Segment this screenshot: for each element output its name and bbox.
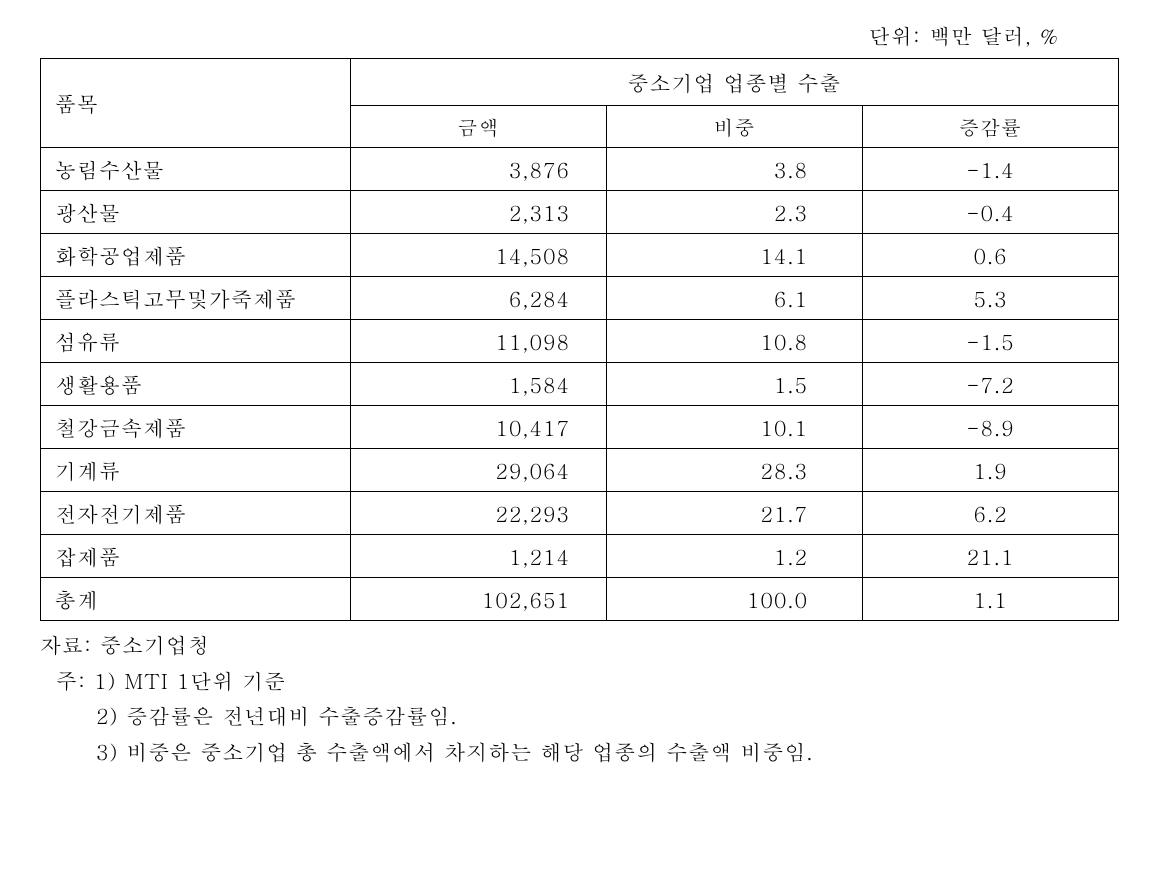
footnote-note1: 주: 1) MTI 1단위 기준 bbox=[40, 663, 1119, 699]
cell-share: 100.0 bbox=[607, 578, 863, 621]
cell-share: 3.8 bbox=[607, 148, 863, 191]
cell-amount: 10,417 bbox=[351, 406, 607, 449]
table-row: 전자전기제품 22,293 21.7 6.2 bbox=[41, 492, 1119, 535]
cell-label: 섬유류 bbox=[41, 320, 351, 363]
cell-label: 화학공업제품 bbox=[41, 234, 351, 277]
header-change: 증감률 bbox=[863, 106, 1119, 148]
cell-share: 10.8 bbox=[607, 320, 863, 363]
cell-change: 6.2 bbox=[863, 492, 1119, 535]
cell-amount: 2,313 bbox=[351, 191, 607, 234]
cell-amount: 1,584 bbox=[351, 363, 607, 406]
table-row: 철강금속제품 10,417 10.1 -8.9 bbox=[41, 406, 1119, 449]
table-row: 광산물 2,313 2.3 -0.4 bbox=[41, 191, 1119, 234]
cell-share: 28.3 bbox=[607, 449, 863, 492]
table-row: 잡제품 1,214 1.2 21.1 bbox=[41, 535, 1119, 578]
cell-share: 6.1 bbox=[607, 277, 863, 320]
header-group: 중소기업 업종별 수출 bbox=[351, 59, 1119, 106]
cell-change: -7.2 bbox=[863, 363, 1119, 406]
export-table: 품목 중소기업 업종별 수출 금액 비중 증감률 농림수산물 3,876 3.8… bbox=[40, 58, 1119, 621]
cell-change: -8.9 bbox=[863, 406, 1119, 449]
cell-label: 광산물 bbox=[41, 191, 351, 234]
header-amount: 금액 bbox=[351, 106, 607, 148]
footnote-note3: 3) 비중은 중소기업 총 수출액에서 차지하는 해당 업종의 수출액 비중임. bbox=[40, 734, 1119, 770]
cell-change: 1.9 bbox=[863, 449, 1119, 492]
cell-label: 잡제품 bbox=[41, 535, 351, 578]
cell-amount: 11,098 bbox=[351, 320, 607, 363]
table-row: 생활용품 1,584 1.5 -7.2 bbox=[41, 363, 1119, 406]
cell-share: 14.1 bbox=[607, 234, 863, 277]
header-item: 품목 bbox=[41, 59, 351, 148]
cell-share: 21.7 bbox=[607, 492, 863, 535]
cell-change: 0.6 bbox=[863, 234, 1119, 277]
cell-label: 철강금속제품 bbox=[41, 406, 351, 449]
cell-amount: 1,214 bbox=[351, 535, 607, 578]
cell-label: 농림수산물 bbox=[41, 148, 351, 191]
cell-amount: 14,508 bbox=[351, 234, 607, 277]
cell-change: -0.4 bbox=[863, 191, 1119, 234]
cell-amount: 102,651 bbox=[351, 578, 607, 621]
table-row: 섬유류 11,098 10.8 -1.5 bbox=[41, 320, 1119, 363]
footnote-source: 자료: 중소기업청 bbox=[40, 627, 1119, 663]
table-body: 농림수산물 3,876 3.8 -1.4 광산물 2,313 2.3 -0.4 … bbox=[41, 148, 1119, 621]
cell-label: 생활용품 bbox=[41, 363, 351, 406]
cell-label: 총계 bbox=[41, 578, 351, 621]
header-share: 비중 bbox=[607, 106, 863, 148]
cell-amount: 22,293 bbox=[351, 492, 607, 535]
cell-share: 10.1 bbox=[607, 406, 863, 449]
unit-label: 단위: 백만 달러, % bbox=[40, 20, 1119, 50]
footnote-note2: 2) 증감률은 전년대비 수출증감률임. bbox=[40, 698, 1119, 734]
cell-share: 1.5 bbox=[607, 363, 863, 406]
cell-share: 1.2 bbox=[607, 535, 863, 578]
cell-label: 기계류 bbox=[41, 449, 351, 492]
cell-label: 전자전기제품 bbox=[41, 492, 351, 535]
table-row: 농림수산물 3,876 3.8 -1.4 bbox=[41, 148, 1119, 191]
cell-share: 2.3 bbox=[607, 191, 863, 234]
cell-change: 5.3 bbox=[863, 277, 1119, 320]
cell-change: 1.1 bbox=[863, 578, 1119, 621]
cell-amount: 6,284 bbox=[351, 277, 607, 320]
cell-change: 21.1 bbox=[863, 535, 1119, 578]
table-row: 플라스틱고무및가죽제품 6,284 6.1 5.3 bbox=[41, 277, 1119, 320]
cell-amount: 29,064 bbox=[351, 449, 607, 492]
table-row: 화학공업제품 14,508 14.1 0.6 bbox=[41, 234, 1119, 277]
cell-label: 플라스틱고무및가죽제품 bbox=[41, 277, 351, 320]
table-row-total: 총계 102,651 100.0 1.1 bbox=[41, 578, 1119, 621]
table-row: 기계류 29,064 28.3 1.9 bbox=[41, 449, 1119, 492]
cell-amount: 3,876 bbox=[351, 148, 607, 191]
footnotes: 자료: 중소기업청 주: 1) MTI 1단위 기준 2) 증감률은 전년대비 … bbox=[40, 627, 1119, 770]
cell-change: -1.5 bbox=[863, 320, 1119, 363]
cell-change: -1.4 bbox=[863, 148, 1119, 191]
